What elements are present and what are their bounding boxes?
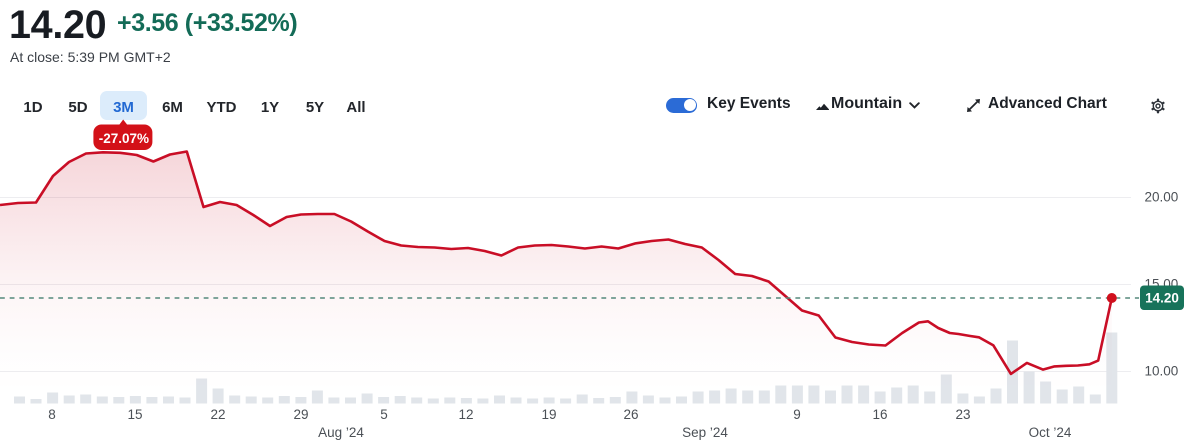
svg-text:16: 16 — [872, 407, 887, 422]
svg-text:Aug ’24: Aug ’24 — [318, 425, 364, 440]
svg-text:9: 9 — [793, 407, 801, 422]
svg-text:22: 22 — [210, 407, 225, 422]
svg-text:-27.07%: -27.07% — [99, 131, 149, 146]
svg-text:Oct ’24: Oct ’24 — [1029, 425, 1072, 440]
svg-text:5: 5 — [380, 407, 388, 422]
svg-text:14.20: 14.20 — [1145, 290, 1179, 305]
svg-text:Sep ’24: Sep ’24 — [682, 425, 728, 440]
svg-text:26: 26 — [623, 407, 638, 422]
svg-text:20.00: 20.00 — [1145, 190, 1179, 205]
svg-text:19: 19 — [541, 407, 556, 422]
svg-text:29: 29 — [293, 407, 308, 422]
svg-text:23: 23 — [955, 407, 970, 422]
svg-text:15: 15 — [127, 407, 142, 422]
svg-text:10.00: 10.00 — [1145, 364, 1179, 379]
svg-text:8: 8 — [48, 407, 56, 422]
svg-text:12: 12 — [458, 407, 473, 422]
